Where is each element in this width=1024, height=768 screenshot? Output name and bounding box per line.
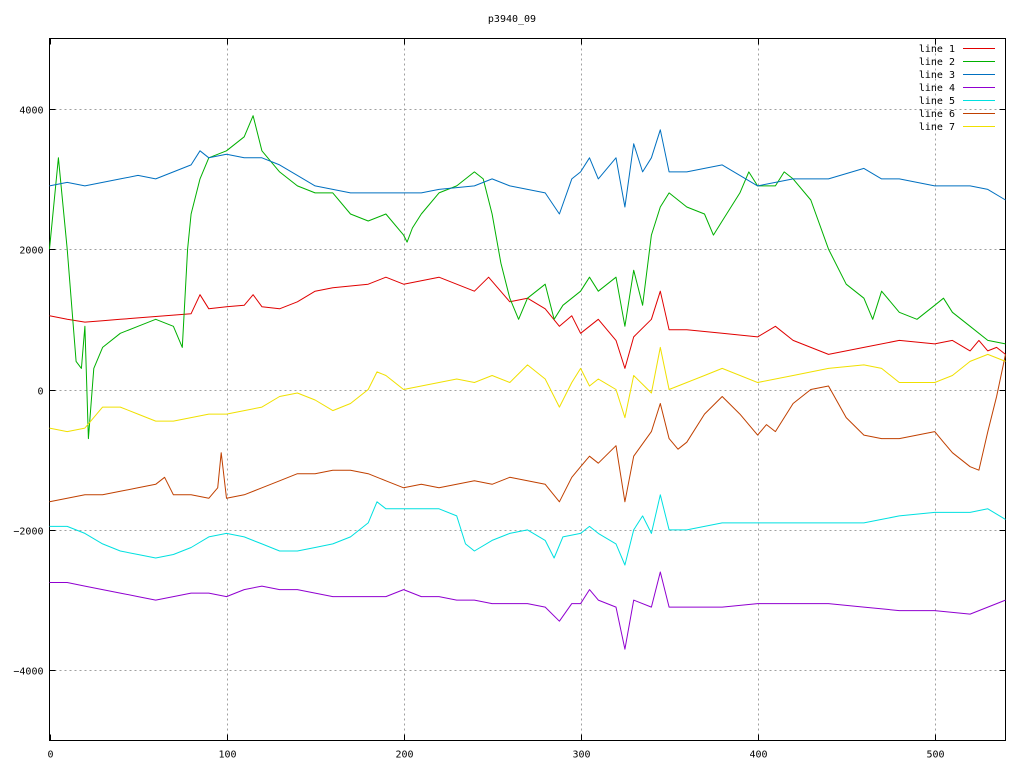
series-line-5	[49, 494, 1006, 566]
series-line-3	[49, 129, 1006, 215]
plot-frame	[49, 38, 1006, 741]
axes: 0 100 200 300 400 500 −4000 −2000 0 2000 4000	[13, 38, 1006, 761]
series-line-1	[49, 276, 1006, 369]
legend-label: line 3	[919, 70, 955, 81]
series-line-2	[49, 115, 1006, 440]
grid	[49, 38, 1006, 741]
legend-label: line 2	[919, 57, 955, 68]
legend-label: line 1	[919, 44, 955, 55]
x-tick-label: 0	[47, 750, 53, 761]
chart-title: p3940_09	[488, 14, 536, 25]
x-tick-label: 100	[218, 750, 236, 761]
legend-label: line 7	[919, 122, 955, 133]
y-tick-label: −2000	[13, 527, 43, 538]
y-tick-label: 2000	[19, 246, 43, 257]
y-tick-label: −4000	[13, 667, 43, 678]
legend-label: line 4	[919, 83, 955, 94]
series-line-4	[49, 571, 1006, 650]
legend: line 1 line 2 line 3 line 4 line 5 line 6 line…	[919, 44, 995, 133]
series-line-7	[49, 346, 1006, 433]
x-tick-label: 500	[926, 750, 944, 761]
legend-label: line 6	[919, 109, 955, 120]
series-group	[49, 115, 1006, 650]
y-tick-label: 0	[37, 387, 43, 398]
legend-label: line 5	[919, 96, 955, 107]
x-tick-label: 400	[749, 750, 767, 761]
x-tick-label: 200	[395, 750, 413, 761]
y-tick-label: 4000	[19, 106, 43, 117]
series-line-6	[49, 354, 1006, 503]
x-tick-label: 300	[572, 750, 590, 761]
